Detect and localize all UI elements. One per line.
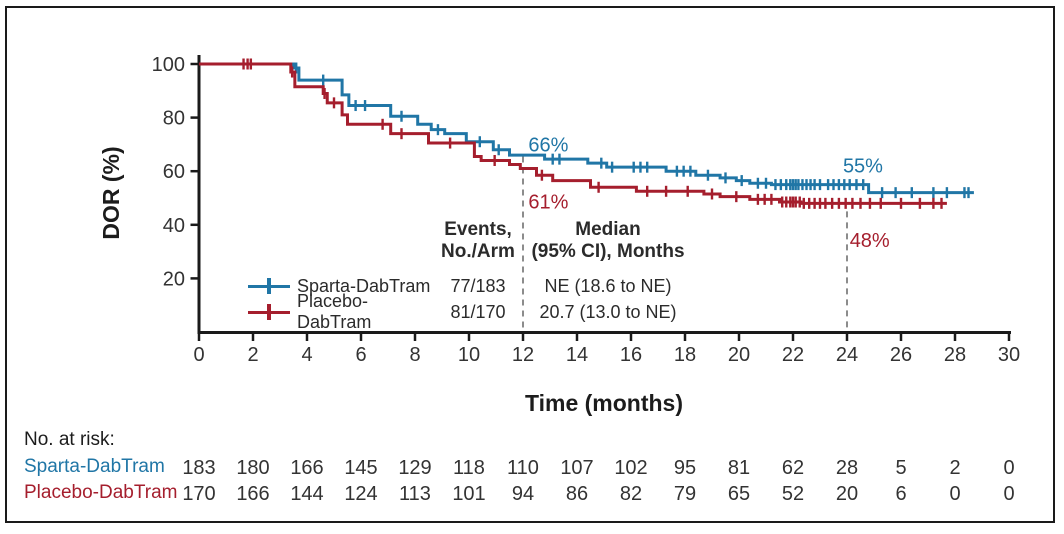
- at-risk-count: 6: [895, 483, 906, 505]
- km-step-path: [199, 62, 974, 195]
- legend-median-sparta: NE (18.6 to NE): [544, 275, 672, 296]
- annotation-48%: 48%: [850, 230, 890, 252]
- at-risk-count: 20: [836, 483, 858, 505]
- at-risk-count: 144: [290, 483, 323, 505]
- at-risk-count: 62: [782, 457, 804, 479]
- y-axis-title: DOR (%): [98, 146, 124, 240]
- at-risk-count: 102: [614, 457, 647, 479]
- at-risk-row-label-placebo: Placebo-DabTram: [24, 482, 178, 503]
- at-risk-count: 124: [344, 483, 377, 505]
- legend-events-sparta: 77/183: [450, 275, 506, 296]
- y-tick-label: 40: [163, 215, 185, 237]
- x-tick-label: 6: [355, 344, 366, 366]
- x-tick-label: 18: [674, 344, 696, 366]
- figure-frame: [5, 6, 1055, 523]
- at-risk-count: 118: [453, 457, 485, 479]
- legend-events-placebo: 81/170: [450, 301, 506, 322]
- annotation-61%: 61%: [528, 192, 568, 214]
- annotation-66%: 66%: [528, 135, 568, 157]
- x-tick-label: 0: [193, 344, 204, 366]
- x-tick-label: 4: [301, 344, 312, 366]
- reference-lines: [522, 156, 848, 332]
- at-risk-count: 0: [1003, 457, 1014, 479]
- at-risk-count: 95: [674, 457, 696, 479]
- x-tick-label: 28: [944, 344, 966, 366]
- at-risk-count: 0: [1003, 483, 1014, 505]
- x-tick-label: 16: [620, 344, 642, 366]
- at-risk-count: 94: [512, 483, 534, 505]
- x-tick-label: 30: [998, 344, 1020, 366]
- legend-header-median: Median (95% CI), Months: [523, 219, 693, 263]
- x-tick-label: 20: [728, 344, 750, 366]
- at-risk-count: 0: [949, 483, 960, 505]
- y-tick-label: 80: [163, 108, 185, 130]
- km-curve-placebo-dabtram: [199, 58, 947, 209]
- legend-header-median-line2: (95% CI), Months: [531, 241, 685, 262]
- legend-marker-censor-icon-sparta: [248, 278, 290, 294]
- at-risk-count: 86: [566, 483, 588, 505]
- censor-tick-icon: [267, 304, 271, 320]
- at-risk-title: No. at risk:: [24, 429, 115, 450]
- y-tick-label: 100: [152, 54, 185, 76]
- km-step-path: [199, 62, 947, 205]
- x-tick-label: 22: [782, 344, 804, 366]
- x-tick-label: 14: [566, 344, 588, 366]
- y-tick-label: 20: [163, 268, 185, 290]
- x-tick-label: 26: [890, 344, 912, 366]
- at-risk-count: 81: [728, 457, 750, 479]
- x-tick-label: 24: [836, 344, 858, 366]
- at-risk-count: 180: [236, 457, 269, 479]
- legend-header-events-line2: No./Arm: [441, 241, 515, 262]
- at-risk-count: 170: [182, 483, 215, 505]
- x-tick-label: 2: [247, 344, 258, 366]
- at-risk-count: 2: [949, 457, 960, 479]
- censor-tick-icon: [267, 278, 271, 294]
- at-risk-row-label-sparta: Sparta-DabTram: [24, 456, 165, 477]
- legend-label-placebo: Placebo-DabTram: [297, 291, 372, 332]
- at-risk-count: 166: [236, 483, 269, 505]
- at-risk-count: 65: [728, 483, 750, 505]
- at-risk-count: 145: [344, 457, 377, 479]
- at-risk-count: 110: [507, 457, 539, 479]
- y-tick-label: 60: [163, 161, 185, 183]
- legend-header-events-line1: Events,: [444, 219, 512, 240]
- at-risk-count: 183: [182, 457, 215, 479]
- at-risk-count: 79: [674, 483, 696, 505]
- at-risk-count: 129: [398, 457, 431, 479]
- at-risk-count: 5: [895, 457, 906, 479]
- x-tick-label: 12: [512, 344, 534, 366]
- legend-header-events: Events, No./Arm: [428, 219, 528, 263]
- at-risk-count: 113: [399, 483, 431, 505]
- at-risk-count: 166: [290, 457, 323, 479]
- annotations: 66% 61% 55% 48%: [528, 135, 890, 252]
- legend-median-placebo: 20.7 (13.0 to NE): [539, 301, 677, 322]
- x-axis-title: Time (months): [524, 390, 684, 416]
- legend-header-median-line1: Median: [575, 219, 641, 240]
- at-risk-count: 28: [836, 457, 858, 479]
- at-risk-values: 183 180 166 145 129 118 110 107 102 95 81 62 28 5 2 017…: [182, 457, 1014, 505]
- at-risk-count: 82: [620, 483, 642, 505]
- at-risk-count: 107: [560, 457, 593, 479]
- at-risk-count: 101: [452, 483, 485, 505]
- at-risk-count: 52: [782, 483, 804, 505]
- annotation-55%: 55%: [843, 156, 883, 178]
- x-tick-label: 10: [458, 344, 480, 366]
- km-curve-sparta-dabtram: [199, 62, 974, 199]
- legend-row-sparta: Sparta-DabTram 77/183 NE (18.6 to NE): [248, 273, 698, 299]
- x-tick-label: 8: [409, 344, 420, 366]
- legend-row-placebo: Placebo-DabTram 81/170 20.7 (13.0 to NE): [248, 291, 698, 332]
- legend-label-sparta: Sparta-DabTram: [297, 275, 431, 296]
- legend-marker-censor-icon-placebo: [248, 304, 290, 320]
